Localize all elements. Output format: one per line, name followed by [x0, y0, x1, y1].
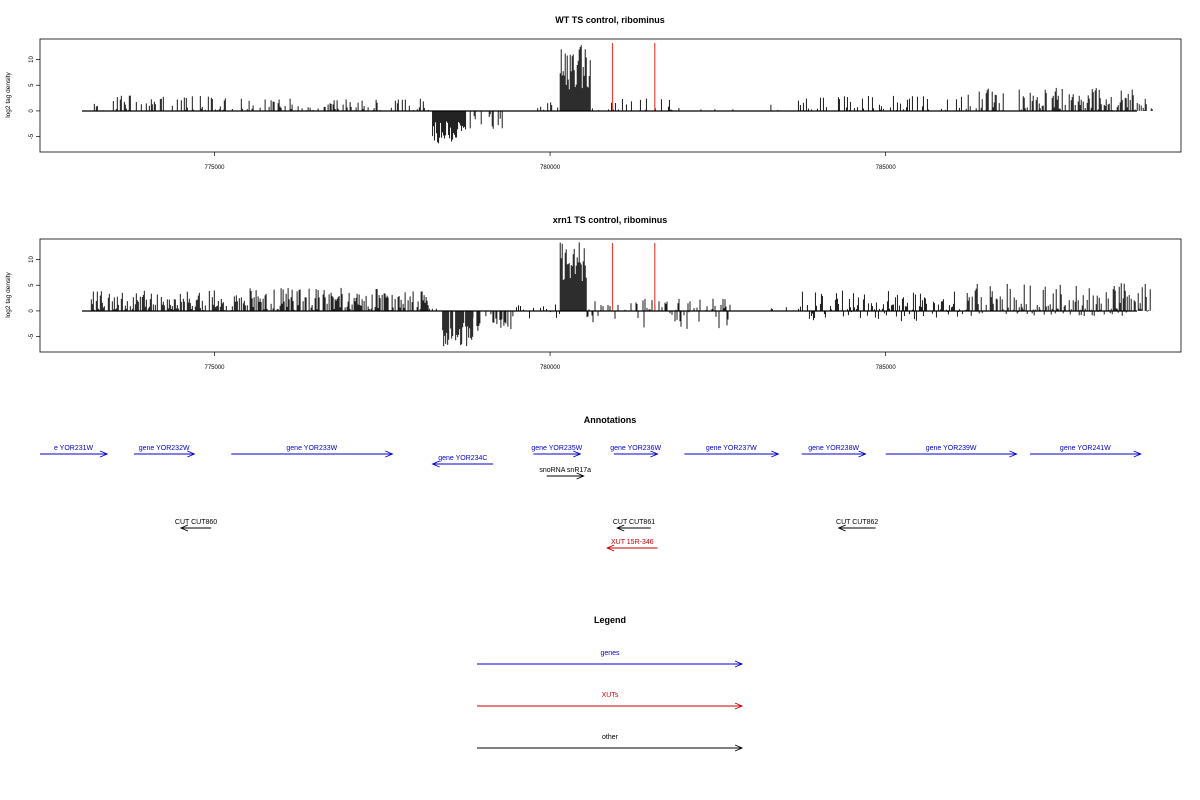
y-tick-label: 10	[29, 56, 35, 63]
feature-gene: gene YOR236W	[610, 445, 661, 458]
feature-label: gene YOR232W	[139, 445, 190, 452]
y-tick-label: 5	[29, 83, 35, 87]
feature-arrow-head	[576, 472, 585, 480]
y-tick-label: -5	[29, 133, 35, 139]
feature-label: CUT CUT861	[613, 519, 655, 526]
feature-label: CUT CUT860	[175, 519, 217, 526]
track-xrn1-x-axis: 775000 780000 785000	[204, 352, 896, 371]
feature-arrow-head	[385, 450, 394, 458]
x-tick-label: 775000	[204, 165, 225, 171]
feature-arrow-head	[99, 450, 109, 458]
track-xrn1: xrn1 TS control, ribominus log2 tag dens…	[5, 215, 1182, 371]
feature-arrow-head	[616, 524, 625, 532]
track-wt-markers	[611, 43, 656, 111]
legend-items: genes XUTs other	[477, 650, 744, 752]
track-xrn1-bars	[90, 242, 1154, 347]
feature-arrow-head	[858, 450, 867, 458]
feature-gene: gene YOR239W	[885, 445, 1018, 458]
y-tick-label: 0	[29, 309, 35, 313]
y-tick-label: 5	[29, 283, 35, 287]
feature-arrow-head	[179, 524, 189, 532]
track-wt-bars	[93, 45, 1153, 144]
feature-other: CUT CUT862	[836, 519, 878, 532]
x-tick-label: 780000	[540, 165, 561, 171]
y-tick-label: 0	[29, 109, 35, 113]
feature-arrow-head	[650, 450, 659, 458]
feature-label: gene YOR237W	[706, 445, 757, 452]
legend-arrow-head	[734, 702, 744, 710]
track-xrn1-frame	[39, 238, 1182, 353]
legend-arrow-head	[734, 744, 744, 752]
y-tick-label: 10	[29, 256, 35, 263]
feature-label: CUT CUT862	[836, 519, 878, 526]
feature-arrow-head	[431, 460, 440, 468]
annotations-panel: Annotations e YOR231W gene YOR232W gene YO…	[40, 415, 1142, 552]
legend-label: XUTs	[602, 692, 619, 699]
feature-xut: XUT 15R-346	[606, 539, 658, 552]
feature-label: gene YOR234C	[438, 455, 487, 462]
feature-label: gene YOR239W	[926, 445, 977, 452]
track-xrn1-markers	[611, 243, 656, 311]
feature-gene: gene YOR238W	[801, 445, 867, 458]
x-tick-label: 780000	[540, 365, 561, 371]
track-wt-ylabel: log2 tag density	[5, 71, 12, 117]
legend-item-gene: genes	[477, 650, 744, 668]
legend: Legend genes XUTs other	[477, 615, 744, 752]
feature-arrow-head	[1133, 450, 1142, 458]
feature-gene: gene YOR241W	[1029, 445, 1142, 458]
feature-label: gene YOR241W	[1060, 445, 1111, 452]
legend-label: genes	[600, 650, 620, 657]
feature-gene: gene YOR235W	[531, 445, 583, 458]
feature-other: snoRNA snR17a	[539, 467, 591, 480]
feature-gene: gene YOR233W	[231, 445, 394, 458]
feature-gene: e YOR231W	[40, 445, 109, 458]
legend-item-other: other	[477, 734, 744, 752]
feature-gene: gene YOR234C	[431, 455, 494, 468]
feature-label: gene YOR236W	[610, 445, 661, 452]
x-tick-label: 785000	[876, 365, 897, 371]
feature-label: XUT 15R-346	[611, 539, 654, 546]
y-tick-label: -5	[29, 333, 35, 339]
feature-arrow-head	[573, 450, 582, 458]
feature-label: gene YOR238W	[808, 445, 859, 452]
feature-label: snoRNA snR17a	[539, 467, 591, 474]
legend-arrow-head	[734, 660, 744, 668]
annotation-features: e YOR231W gene YOR232W gene YOR233W gene YO…	[40, 445, 1142, 552]
feature-other: CUT CUT860	[175, 519, 217, 532]
track-wt: WT TS control, ribominus log2 tag densit…	[5, 15, 1182, 171]
track-wt-frame	[39, 38, 1182, 153]
track-xrn1-ylabel: log2 tag density	[5, 271, 12, 317]
x-tick-label: 785000	[876, 165, 897, 171]
feature-label: e YOR231W	[54, 445, 94, 452]
track-wt-x-axis: 775000 780000 785000	[204, 152, 896, 171]
annotations-title: Annotations	[584, 415, 637, 425]
legend-label: other	[602, 734, 619, 741]
feature-arrow-head	[187, 450, 196, 458]
feature-gene: gene YOR237W	[684, 445, 780, 458]
legend-title: Legend	[594, 615, 626, 625]
track-xrn1-y-axis: -5 0 5 10	[29, 256, 40, 339]
feature-arrow-head	[606, 544, 615, 552]
feature-arrow-head	[771, 450, 780, 458]
track-xrn1-title: xrn1 TS control, ribominus	[553, 215, 668, 225]
feature-arrow-head	[837, 524, 846, 532]
feature-label: gene YOR233W	[286, 445, 337, 452]
feature-label: gene YOR235W	[531, 445, 582, 452]
x-tick-label: 775000	[204, 365, 225, 371]
legend-item-xut: XUTs	[477, 692, 744, 710]
feature-arrow-head	[1009, 450, 1018, 458]
track-wt-y-axis: -5 0 5 10	[29, 56, 40, 139]
feature-other: CUT CUT861	[613, 519, 655, 532]
feature-gene: gene YOR232W	[133, 445, 196, 458]
track-wt-title: WT TS control, ribominus	[555, 15, 665, 25]
